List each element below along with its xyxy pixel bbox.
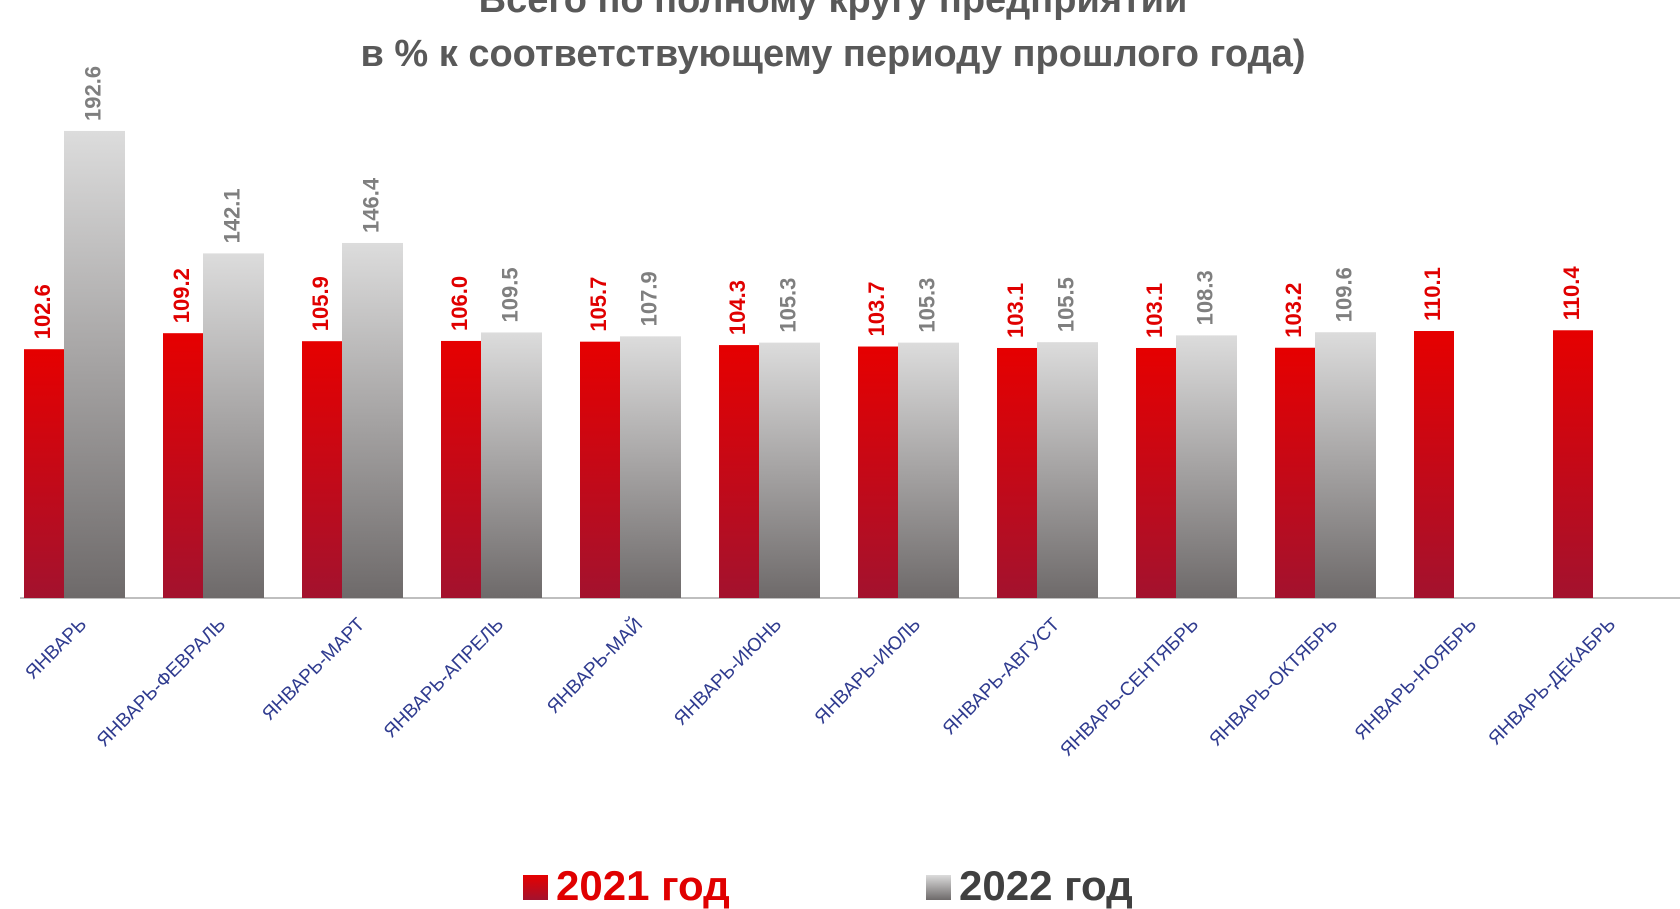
bar — [64, 130, 125, 598]
data-label: 108.3 — [1192, 270, 1217, 325]
x-tick-label: ЯНВАРЬ-СЕНТЯБРЬ — [1057, 614, 1204, 761]
x-tick-label: ЯНВАРЬ-ФЕВРАЛЬ — [93, 614, 230, 751]
data-label: 146.4 — [358, 177, 383, 233]
data-label: 105.3 — [775, 278, 800, 333]
chart-title: в % к соответствующему периоду прошлого … — [361, 33, 1306, 75]
bar — [997, 347, 1037, 598]
bar — [898, 342, 959, 598]
bar — [858, 346, 898, 598]
x-tick-label: ЯНВАРЬ-АПРЕЛЬ — [380, 614, 508, 742]
data-label: 105.9 — [308, 276, 333, 331]
x-tick-label: ЯНВАРЬ-ИЮНЬ — [670, 614, 786, 730]
bar — [1037, 342, 1098, 598]
data-label: 104.3 — [725, 280, 750, 335]
bar — [1275, 347, 1315, 598]
bar — [24, 349, 64, 598]
data-label: 105.3 — [914, 278, 939, 333]
legend-swatch — [523, 875, 548, 900]
data-label: 103.7 — [864, 281, 889, 336]
bar — [1414, 331, 1454, 598]
bar — [1176, 335, 1237, 598]
legend-label: 2022 год — [959, 862, 1133, 909]
data-label: 103.1 — [1003, 283, 1028, 338]
data-label: 103.2 — [1281, 283, 1306, 338]
x-tick-label: ЯНВАРЬ-МАЙ — [543, 614, 648, 719]
x-tick-label: ЯНВАРЬ-ДЕКАБРЬ — [1485, 614, 1620, 749]
data-label: 103.1 — [1142, 283, 1167, 338]
bar — [481, 332, 542, 598]
data-label: 102.6 — [30, 284, 55, 339]
data-label: 192.6 — [80, 66, 105, 121]
data-label: 106.0 — [447, 276, 472, 331]
bar — [1136, 347, 1176, 598]
bar — [1553, 330, 1593, 598]
data-label: 105.7 — [586, 277, 611, 332]
x-tick-label: ЯНВАРЬ-АВГУСТ — [939, 614, 1064, 739]
data-label: 142.1 — [219, 188, 244, 243]
data-label: 107.9 — [636, 271, 661, 326]
legend-swatch — [926, 875, 951, 900]
bar — [580, 341, 620, 598]
x-tick-label: ЯНВАРЬ-НОЯБРЬ — [1351, 614, 1481, 744]
bar — [302, 341, 342, 598]
data-label: 110.4 — [1559, 266, 1584, 321]
x-tick-label: ЯНВАРЬ — [22, 614, 92, 684]
data-label: 109.2 — [169, 268, 194, 323]
chart-title: Всего по полному кругу предприятий — [479, 0, 1188, 21]
bar — [759, 342, 820, 598]
bar — [620, 336, 681, 598]
data-label: 109.5 — [497, 267, 522, 322]
bar — [163, 333, 203, 598]
bar — [441, 340, 481, 598]
bar — [342, 242, 403, 599]
x-tick-label: ЯНВАРЬ-МАРТ — [258, 614, 369, 725]
bar — [203, 253, 264, 598]
data-label: 105.5 — [1053, 277, 1078, 332]
legend-label: 2021 год — [556, 862, 730, 909]
x-tick-label: ЯНВАРЬ-ОКТЯБРЬ — [1206, 614, 1342, 750]
bar — [1315, 332, 1376, 598]
bar — [719, 345, 759, 598]
data-label: 110.1 — [1420, 267, 1445, 321]
data-label: 109.6 — [1331, 267, 1356, 322]
x-tick-label: ЯНВАРЬ-ИЮЛЬ — [811, 614, 925, 728]
